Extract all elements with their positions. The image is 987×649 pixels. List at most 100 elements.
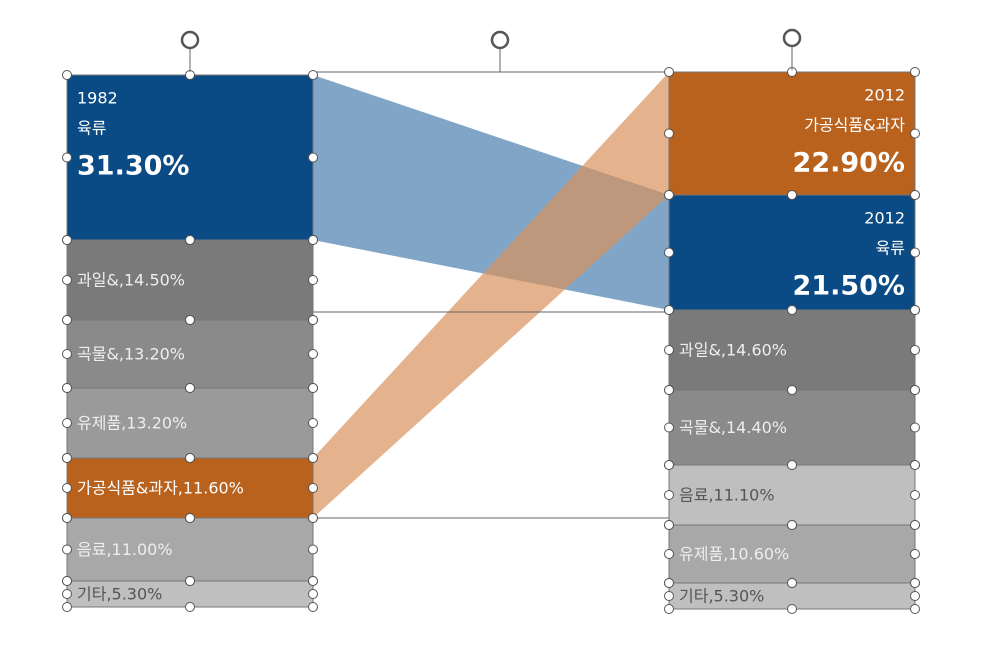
resize-handle[interactable] [62,235,72,245]
resize-handle[interactable] [910,128,920,139]
resize-handle[interactable] [62,349,72,359]
resize-handle[interactable] [62,544,72,555]
block-label: 과일&,14.60% [679,341,787,360]
resize-handle[interactable] [308,152,318,163]
resize-handle[interactable] [910,520,920,530]
resize-handle[interactable] [62,453,72,463]
resize-handle[interactable] [62,576,72,586]
resize-handle[interactable] [910,345,920,355]
resize-handle[interactable] [308,235,318,245]
block-label: 곡물&,13.20% [77,345,185,364]
resize-handle[interactable] [62,152,72,163]
block-label: 음료,11.10% [679,486,775,505]
resize-handle[interactable] [185,576,195,586]
resize-handle[interactable] [910,385,920,395]
resize-handle[interactable] [185,513,195,523]
resize-handle[interactable] [185,602,195,612]
resize-handle[interactable] [664,422,674,433]
resize-handle[interactable] [185,383,195,393]
resize-handle[interactable] [787,520,797,530]
resize-handle[interactable] [664,305,674,315]
resize-handle[interactable] [308,589,318,599]
resize-handle[interactable] [62,275,72,285]
resize-handle[interactable] [308,483,318,493]
resize-handle[interactable] [62,315,72,325]
resize-handle[interactable] [664,578,674,588]
year-label: 2012 [864,209,905,228]
resize-handle[interactable] [664,460,674,470]
year-label: 1982 [77,89,118,108]
resize-handle[interactable] [62,602,72,612]
block-label: 곡물&,14.40% [679,418,787,437]
block[interactable] [668,309,916,391]
resize-handle[interactable] [664,128,674,139]
resize-handle[interactable] [62,70,72,80]
resize-handle[interactable] [910,591,920,601]
rotate-handle[interactable] [180,30,200,50]
resize-handle[interactable] [787,385,797,395]
resize-handle[interactable] [308,315,318,325]
category-label: 육류 [77,119,106,138]
block-label: 음료,11.00% [77,540,173,559]
resize-handle[interactable] [308,70,318,80]
resize-handle[interactable] [787,604,797,614]
resize-handle[interactable] [308,275,318,285]
resize-handle[interactable] [308,453,318,463]
block-label: 유제품,13.20% [77,414,187,433]
resize-handle[interactable] [910,67,920,77]
block-label: 과일&,14.50% [77,271,185,290]
resize-handle[interactable] [664,591,674,601]
block-label: 기타,5.30% [679,587,764,606]
block-label: 기타,5.30% [77,585,162,604]
year-label: 2012 [864,86,905,105]
resize-handle[interactable] [308,576,318,586]
resize-handle[interactable] [910,305,920,315]
resize-handle[interactable] [62,383,72,393]
block[interactable] [66,74,314,241]
resize-handle[interactable] [664,190,674,200]
resize-handle[interactable] [787,460,797,470]
rotate-handle[interactable] [490,30,510,50]
resize-handle[interactable] [62,483,72,493]
resize-handle[interactable] [787,578,797,588]
resize-handle[interactable] [664,549,674,559]
rotate-handle[interactable] [782,28,802,48]
resize-handle[interactable] [910,460,920,470]
resize-handle[interactable] [185,235,195,245]
flow-band-processed [313,72,669,518]
resize-handle[interactable] [308,349,318,359]
resize-handle[interactable] [308,513,318,523]
resize-handle[interactable] [62,589,72,599]
resize-handle[interactable] [308,602,318,612]
resize-handle[interactable] [62,418,72,428]
resize-handle[interactable] [664,345,674,355]
resize-handle[interactable] [910,247,920,258]
share-label: 21.50% [793,271,905,302]
resize-handle[interactable] [664,490,674,500]
block[interactable] [668,389,916,466]
resize-handle[interactable] [185,315,195,325]
resize-handle[interactable] [787,305,797,315]
resize-handle[interactable] [910,190,920,200]
resize-handle[interactable] [62,513,72,523]
resize-handle[interactable] [910,578,920,588]
resize-handle[interactable] [910,604,920,614]
resize-handle[interactable] [308,418,318,428]
resize-handle[interactable] [308,544,318,555]
block-label: 가공식품&과자,11.60% [77,479,244,498]
resize-handle[interactable] [910,549,920,559]
resize-handle[interactable] [664,520,674,530]
share-label: 22.90% [793,148,905,179]
resize-handle[interactable] [910,490,920,500]
resize-handle[interactable] [664,604,674,614]
resize-handle[interactable] [910,422,920,433]
resize-handle[interactable] [787,190,797,200]
resize-handle[interactable] [308,383,318,393]
resize-handle[interactable] [664,385,674,395]
block[interactable] [668,194,916,311]
block-label: 유제품,10.60% [679,545,789,564]
resize-handle[interactable] [185,453,195,463]
resize-handle[interactable] [664,247,674,258]
resize-handle[interactable] [664,67,674,77]
